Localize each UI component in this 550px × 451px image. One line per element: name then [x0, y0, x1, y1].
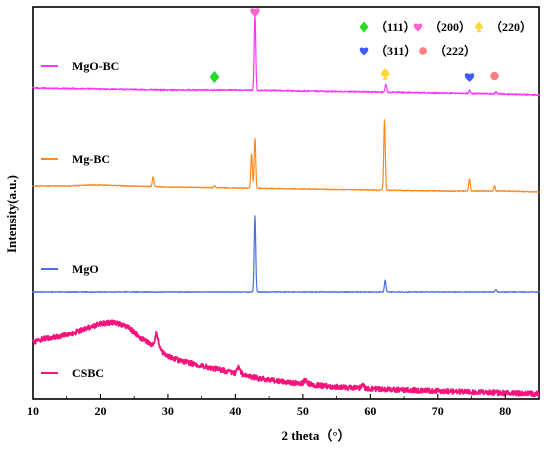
legend-marker-circle [419, 47, 427, 55]
marker-spade-stem [476, 27, 482, 33]
legend-label: （222） [434, 43, 476, 58]
series-mg-bc: Mg-BC [32, 119, 540, 193]
legend-marker-heart [359, 47, 369, 56]
series-csbc: CSBC [32, 319, 540, 398]
legend-marker-heart [413, 23, 423, 32]
legend-label: （311） [375, 43, 416, 58]
legend-label: （111） [375, 19, 416, 34]
series-label-text: MgO-BC [72, 59, 119, 73]
marker-spade-stem [382, 74, 388, 80]
xrd-peak-marker-diamond [209, 70, 220, 84]
x-tick-label: 70 [432, 404, 444, 418]
legend-marker-spade [475, 21, 483, 33]
series-line [32, 319, 540, 398]
xrd-peak-marker-circle [490, 71, 499, 81]
series-line [32, 13, 540, 97]
x-tick-label: 20 [94, 404, 106, 418]
x-axis-label: 2 theta（°） [281, 428, 350, 443]
series-mgo: MgO [32, 215, 540, 294]
series-label-text: Mg-BC [72, 152, 110, 166]
legend-label: （220） [490, 19, 532, 34]
series-label-text: CSBC [72, 366, 104, 380]
series-line [32, 119, 540, 193]
series-mgo-bc: MgO-BC [32, 13, 540, 97]
legend-marker-diamond [359, 21, 369, 33]
x-tick-label: 50 [297, 404, 309, 418]
series-line [32, 215, 540, 294]
legend-item: （200） [413, 19, 471, 34]
xrd-peak-marker-heart [464, 73, 475, 82]
x-tick-label: 80 [499, 404, 511, 418]
xrd-peak-marker-heart [250, 8, 260, 17]
legend-item: （222） [419, 43, 476, 58]
legend-item: （111） [359, 19, 416, 34]
x-tick-label: 10 [27, 404, 39, 418]
xrd-peak-marker-spade [380, 68, 390, 80]
series-label-text: MgO [72, 262, 99, 276]
x-tick-label: 60 [364, 404, 376, 418]
plot-frame [32, 6, 540, 400]
legend-item: （311） [359, 43, 416, 58]
x-tick-label: 40 [229, 404, 241, 418]
legend-label: （200） [429, 19, 471, 34]
x-tick-label: 30 [162, 404, 174, 418]
y-axis-label: Intensity(a.u.) [4, 175, 19, 253]
legend-item: （220） [475, 19, 532, 34]
